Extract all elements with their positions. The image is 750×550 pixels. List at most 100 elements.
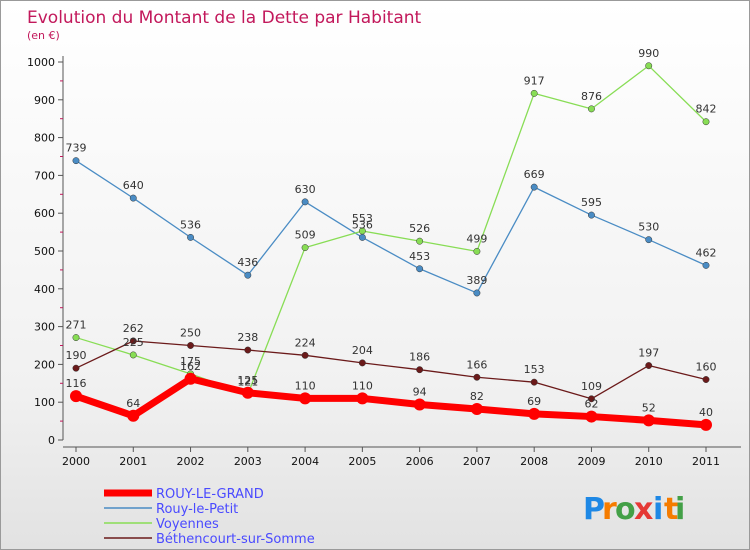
- series-line-3: [75, 340, 707, 400]
- data-point: [241, 386, 254, 399]
- data-point: [413, 398, 426, 411]
- data-point: [184, 372, 197, 385]
- data-point: [129, 351, 137, 359]
- data-point: [470, 403, 483, 416]
- series-line-1: [75, 160, 707, 294]
- data-point: [416, 366, 424, 374]
- data-label: 224: [295, 336, 316, 349]
- data-point: [244, 271, 252, 279]
- x-tick-label: 2004: [291, 455, 319, 468]
- data-point: [187, 342, 194, 349]
- data-label: 453: [409, 250, 430, 263]
- data-label: 536: [352, 218, 373, 231]
- data-label: 630: [295, 183, 316, 196]
- data-label: 162: [180, 360, 201, 373]
- data-label: 509: [295, 229, 316, 242]
- data-point: [702, 118, 710, 126]
- brand-letter: P: [583, 492, 605, 527]
- data-label: 436: [237, 256, 258, 269]
- data-label: 990: [638, 47, 659, 60]
- data-label: 64: [126, 397, 140, 410]
- data-point: [244, 346, 252, 354]
- y-tick-label: 100: [34, 396, 55, 409]
- chart-subtitle: (en €): [27, 29, 60, 42]
- x-tick-label: 2000: [62, 455, 90, 468]
- data-label: 536: [180, 218, 201, 231]
- y-tick-label: 700: [34, 169, 55, 182]
- data-label: 197: [638, 347, 659, 360]
- brand-letter: r: [602, 492, 617, 527]
- data-label: 553: [352, 212, 373, 225]
- data-point: [528, 407, 541, 420]
- data-label: 110: [295, 379, 316, 392]
- legend-label: ROUY-LE-GRAND: [156, 487, 264, 502]
- y-tick-label: 900: [34, 94, 55, 107]
- data-label: 40: [699, 406, 713, 419]
- data-point: [702, 261, 710, 269]
- data-label: 153: [524, 363, 545, 376]
- legend-label: Béthencourt-sur-Somme: [156, 532, 315, 547]
- data-label: 876: [581, 90, 602, 103]
- data-point: [70, 390, 82, 403]
- data-point: [700, 418, 712, 431]
- brand-letter: i: [653, 492, 663, 527]
- brand-letter: i: [675, 492, 685, 527]
- data-point: [588, 105, 595, 113]
- data-point: [530, 378, 538, 386]
- x-tick-label: 2009: [577, 455, 605, 468]
- y-tick-label: 500: [34, 245, 55, 258]
- data-point: [473, 247, 481, 255]
- data-point: [301, 198, 309, 206]
- data-labels: 116 64 162 125 110 110 94 82 69 62 52 40 739 640 536 43…: [66, 47, 717, 419]
- y-tick-label: 400: [34, 283, 55, 296]
- data-point: [416, 265, 424, 273]
- data-point: [473, 289, 481, 297]
- data-label: 190: [66, 349, 87, 362]
- data-point: [356, 392, 369, 405]
- data-label: 250: [180, 327, 201, 340]
- data-label: 640: [123, 179, 144, 192]
- legend-label: Voyennes: [156, 517, 219, 532]
- x-tick-label: 2010: [635, 455, 663, 468]
- data-label: 166: [466, 358, 487, 371]
- data-point: [588, 395, 595, 403]
- data-label: 160: [696, 361, 717, 374]
- data-point: [585, 410, 598, 423]
- x-tick-label: 2003: [234, 455, 262, 468]
- y-tick-label: 1000: [27, 56, 55, 69]
- data-point: [645, 236, 653, 244]
- data-label: 82: [470, 390, 484, 403]
- data-point: [187, 233, 194, 241]
- data-label: 462: [696, 246, 717, 259]
- data-point: [129, 194, 137, 202]
- data-label: 530: [638, 221, 659, 234]
- y-tick-label: 0: [48, 434, 55, 447]
- x-tick-label: 2005: [348, 455, 376, 468]
- x-tick-label: 2001: [119, 455, 147, 468]
- data-label: 69: [527, 395, 541, 408]
- data-label: 917: [524, 74, 545, 87]
- data-point: [702, 376, 710, 383]
- data-point: [588, 211, 595, 219]
- data-point: [473, 373, 481, 381]
- data-label: 110: [352, 379, 373, 392]
- data-label: 186: [409, 351, 430, 364]
- series-line-0: [72, 375, 710, 429]
- series-line-2: [75, 65, 707, 395]
- series-layer: [70, 62, 712, 431]
- data-point: [645, 62, 653, 70]
- data-point: [645, 362, 653, 369]
- data-label: 109: [581, 380, 602, 393]
- data-label: 389: [466, 274, 487, 287]
- data-point: [416, 237, 424, 245]
- data-point: [301, 244, 309, 252]
- data-label: 499: [466, 232, 487, 245]
- data-label: 225: [123, 336, 144, 349]
- data-label: 125: [237, 374, 258, 387]
- data-point: [299, 392, 312, 405]
- data-point: [72, 157, 80, 165]
- data-label: 52: [642, 401, 656, 414]
- data-label: 271: [66, 319, 87, 332]
